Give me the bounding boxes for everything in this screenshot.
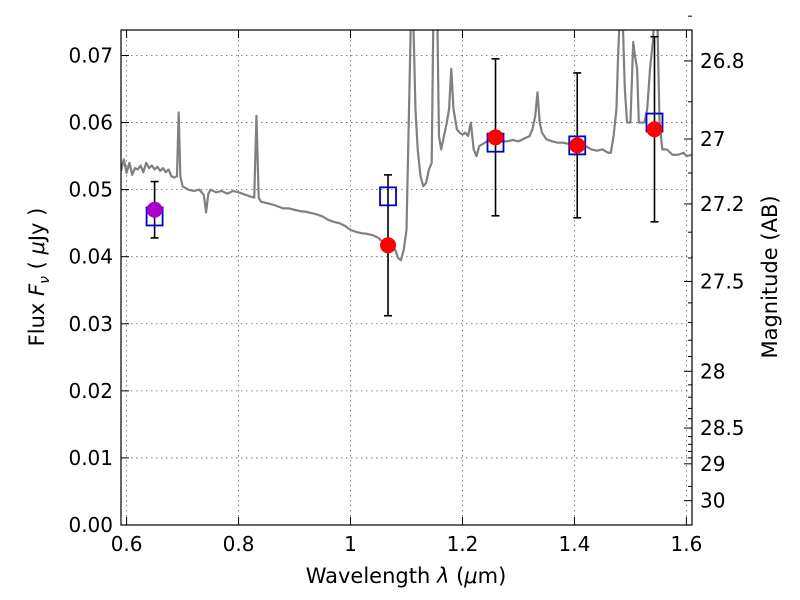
spectrum-line [121, 30, 692, 262]
y2-axis: 26.8 27 27.2 27.5 28 28.5 29 30 [684, 15, 745, 513]
y-tick-label: 0.05 [68, 178, 113, 202]
x-tick-label: 0.8 [223, 532, 255, 556]
y-tick-label: 0.06 [68, 111, 113, 135]
observed-point [146, 201, 163, 218]
observed-point [646, 121, 663, 138]
observed-point [380, 237, 397, 254]
y-tick-label: 0.01 [68, 446, 113, 470]
y-tick-label: 0.00 [68, 513, 113, 537]
y-tick-label: 0.02 [68, 379, 113, 403]
x-tick-label: 1.6 [670, 532, 702, 556]
y-axis-label: Flux Fν ( μJy ) [25, 208, 53, 347]
x-tick-label: 0.6 [111, 532, 143, 556]
observed-point [569, 137, 586, 154]
y2-tick-label: 26.8 [700, 49, 745, 73]
observed-point [487, 129, 504, 146]
y-tick-label: 0.07 [68, 43, 113, 67]
y2-tick-label: 29 [700, 452, 725, 476]
y2-tick-label: 27.5 [700, 269, 745, 293]
y-tick-label: 0.03 [68, 312, 113, 336]
y2-tick-label: 27 [700, 127, 725, 151]
x-axis-label: Wavelength λ (μm) [306, 564, 507, 588]
model-photometry [145, 112, 664, 227]
y2-tick-label: 27.2 [700, 192, 745, 216]
x-tick-label: 1.4 [559, 532, 591, 556]
y-axis: 0.00 0.01 0.02 0.03 0.04 0.05 0.06 0.07 [68, 43, 129, 537]
y2-tick-label: 28 [700, 359, 725, 383]
y2-tick-label: 28.5 [700, 416, 745, 440]
error-bars [150, 35, 659, 317]
grid [121, 30, 692, 525]
plot-frame [120, 29, 693, 526]
y-tick-label: 0.04 [68, 245, 113, 269]
x-tick-label: 1.2 [447, 532, 479, 556]
y2-axis-label: Magnitude (AB) [758, 195, 782, 358]
x-tick-label: 1 [344, 532, 357, 556]
model-spectrum [121, 30, 692, 262]
x-axis: 0.6 0.8 1 1.2 1.4 1.6 [111, 30, 702, 556]
observed-photometry [146, 121, 663, 254]
y2-tick-label: 30 [700, 489, 725, 513]
model-point [379, 186, 397, 207]
